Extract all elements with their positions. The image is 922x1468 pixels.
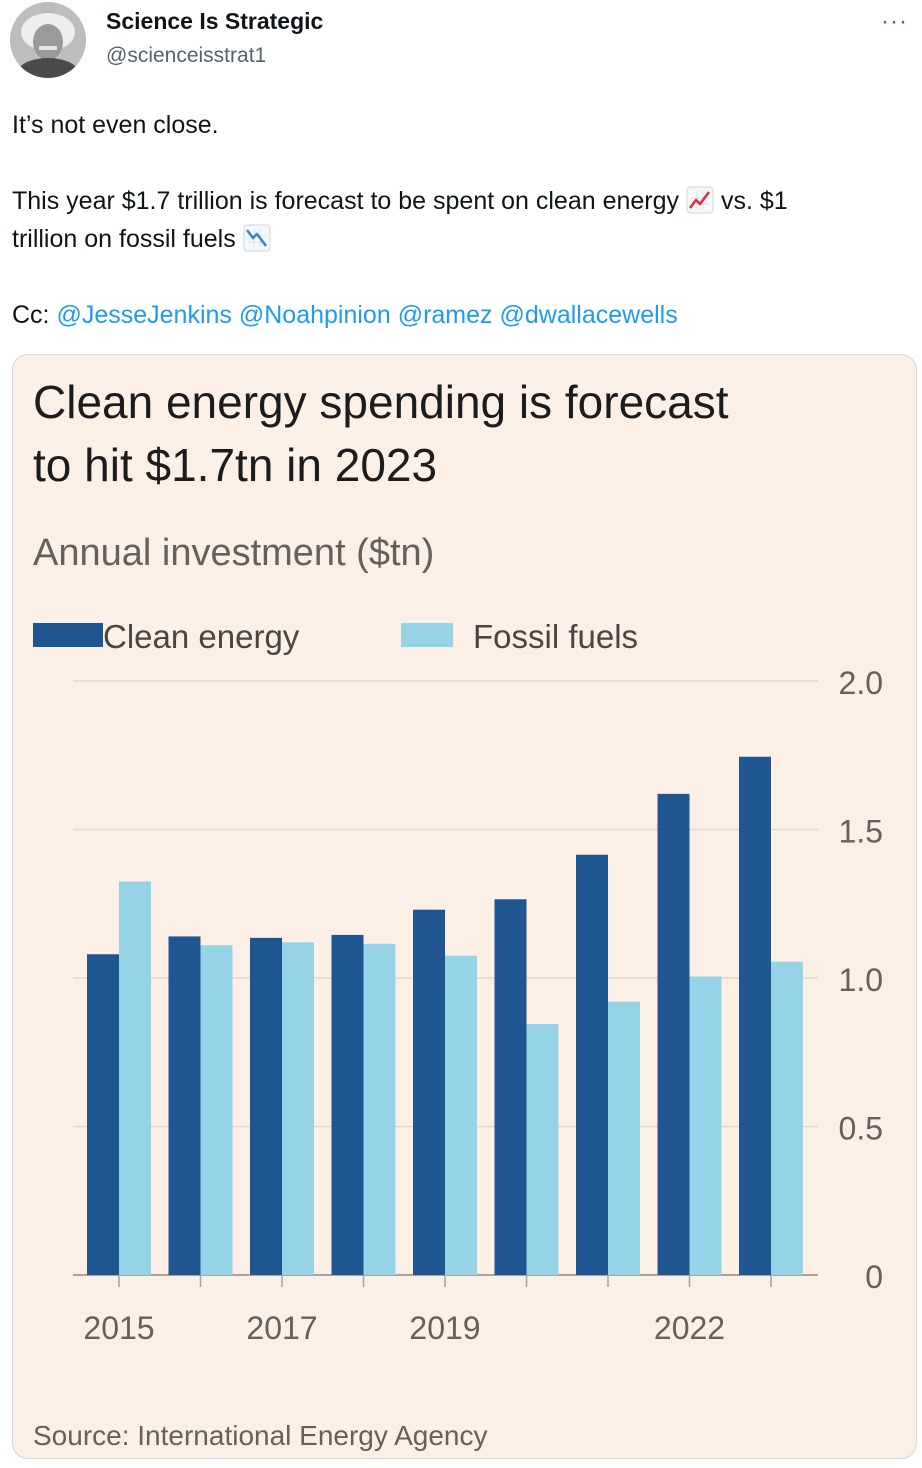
bar-chart: Clean energy spending is forecast to hit… — [33, 376, 883, 1451]
bar-clean-energy-2019 — [413, 909, 445, 1275]
x-tick-label: 2015 — [83, 1310, 154, 1346]
tweet-text-segment: This year $1.7 trillion is forecast to b… — [12, 187, 680, 215]
bar-fossil-fuels-2015 — [119, 881, 151, 1275]
mention-link[interactable]: @dwallacewells — [499, 301, 678, 329]
author-handle[interactable]: @scienceisstrat1 — [106, 44, 267, 67]
chart-increasing-icon — [686, 186, 714, 214]
tweet-text-segment: vs. $1 — [720, 187, 788, 215]
tweet-text: It’s not even close. This year $1.7 tril… — [12, 106, 892, 334]
tweet-line-1: It’s not even close. — [12, 111, 219, 139]
author-name[interactable]: Science Is Strategic — [106, 8, 324, 34]
y-tick-label: 2.0 — [839, 665, 883, 701]
x-tick-label: 2022 — [654, 1310, 725, 1346]
avatar-image — [10, 2, 86, 78]
bar-clean-energy-2023 — [739, 756, 771, 1275]
author-avatar[interactable] — [10, 2, 86, 78]
bar-clean-energy-2016 — [168, 936, 201, 1275]
chart-image-card[interactable]: Clean energy spending is forecast to hit… — [12, 354, 917, 1459]
chart-title-line-1: Clean energy spending is forecast — [33, 376, 729, 428]
legend-swatch-clean-energy — [33, 623, 103, 647]
y-tick-label: 1.0 — [839, 962, 883, 998]
tweet-cc-line: Cc: @JesseJenkins @Noahpinion @ramez @dw… — [12, 296, 892, 334]
bar-clean-energy-2021 — [576, 854, 608, 1275]
cc-label: Cc: — [12, 301, 50, 329]
legend-label-fossil-fuels: Fossil fuels — [473, 618, 638, 655]
bar-fossil-fuels-2016 — [200, 945, 233, 1275]
bar-clean-energy-2018 — [331, 934, 364, 1275]
bar-fossil-fuels-2021 — [608, 1001, 640, 1275]
x-tick-label: 2017 — [246, 1310, 317, 1346]
tweet-text-segment: trillion on fossil fuels — [12, 225, 236, 253]
tweet-line-2: This year $1.7 trillion is forecast to b… — [12, 182, 892, 258]
bar-fossil-fuels-2019 — [445, 955, 477, 1275]
bar-clean-energy-2017 — [250, 937, 282, 1275]
bar-fossil-fuels-2023 — [771, 961, 803, 1275]
mention-link[interactable]: @Noahpinion — [238, 301, 391, 329]
chart-source: Source: International Energy Agency — [33, 1420, 488, 1451]
chart-title-line-2: to hit $1.7tn in 2023 — [33, 439, 437, 491]
chart-subtitle: Annual investment ($tn) — [33, 532, 434, 574]
chart-decreasing-icon — [243, 224, 271, 252]
bar-fossil-fuels-2018 — [363, 943, 396, 1275]
bar-fossil-fuels-2022 — [689, 976, 722, 1275]
legend-label-clean-energy: Clean energy — [103, 618, 300, 655]
y-tick-label: 0 — [865, 1259, 883, 1295]
bar-clean-energy-2015 — [87, 954, 119, 1275]
bar-fossil-fuels-2017 — [282, 942, 314, 1275]
bar-fossil-fuels-2020 — [526, 1024, 559, 1275]
mention-link[interactable]: @ramez — [397, 301, 493, 329]
y-tick-label: 0.5 — [839, 1111, 883, 1147]
bar-clean-energy-2022 — [657, 793, 690, 1275]
y-tick-label: 1.5 — [839, 814, 883, 850]
bar-clean-energy-2020 — [494, 899, 527, 1275]
x-tick-label: 2019 — [409, 1310, 480, 1346]
legend-swatch-fossil-fuels — [401, 623, 453, 647]
mention-link[interactable]: @JesseJenkins — [56, 301, 232, 329]
more-options-button[interactable]: ··· — [881, 8, 908, 35]
